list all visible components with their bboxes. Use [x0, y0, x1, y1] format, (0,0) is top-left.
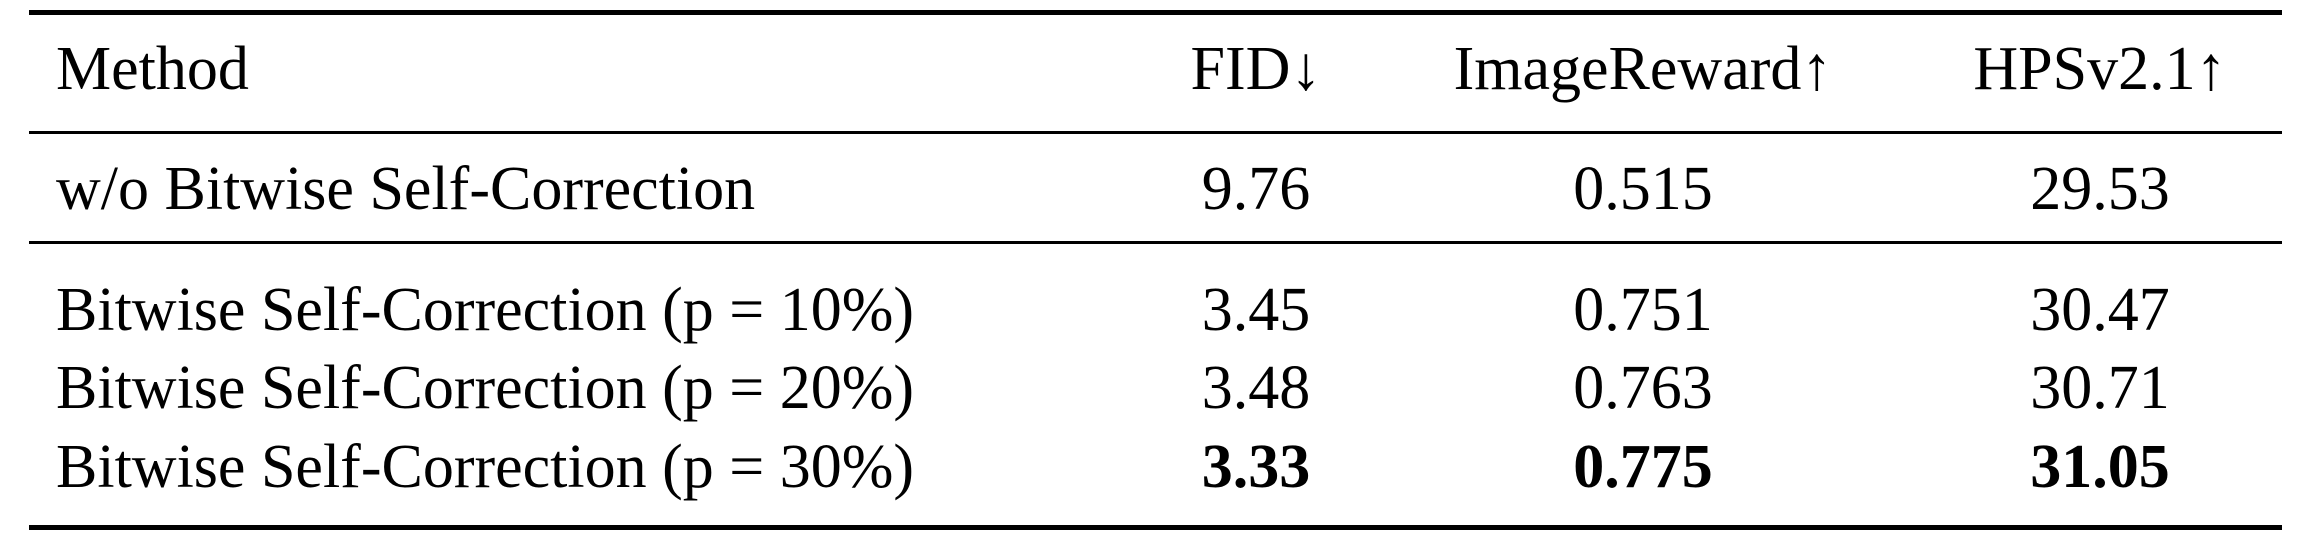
value-cell: 0.515 [1573, 155, 1713, 223]
value-cell: 9.76 [1201, 155, 1311, 223]
header-cell: FID↓ [1190, 35, 1322, 103]
best-value-cell: 3.33 [1201, 433, 1311, 501]
value-cell: 0.763 [1573, 354, 1713, 422]
best-value-cell: 31.05 [2030, 433, 2170, 501]
mid-rule [29, 241, 2282, 244]
value-cell: 3.45 [1201, 276, 1311, 344]
bottom-rule [29, 525, 2282, 530]
value-cell: 30.47 [2030, 276, 2170, 344]
method-cell: Bitwise Self-Correction (p = 20%) [56, 354, 915, 422]
value-cell: 30.71 [2030, 354, 2170, 422]
header-rule [29, 131, 2282, 134]
header-cell: HPSv2.1↑ [1973, 35, 2227, 103]
top-rule [29, 10, 2282, 15]
value-cell: 3.48 [1201, 354, 1311, 422]
header-cell: Method [56, 35, 249, 103]
method-cell: w/o Bitwise Self-Correction [56, 155, 756, 223]
method-cell: Bitwise Self-Correction (p = 30%) [56, 433, 915, 501]
best-value-cell: 0.775 [1573, 433, 1713, 501]
header-cell: ImageReward↑ [1453, 35, 1833, 103]
value-cell: 29.53 [2030, 155, 2170, 223]
method-cell: Bitwise Self-Correction (p = 10%) [56, 276, 915, 344]
value-cell: 0.751 [1573, 276, 1713, 344]
